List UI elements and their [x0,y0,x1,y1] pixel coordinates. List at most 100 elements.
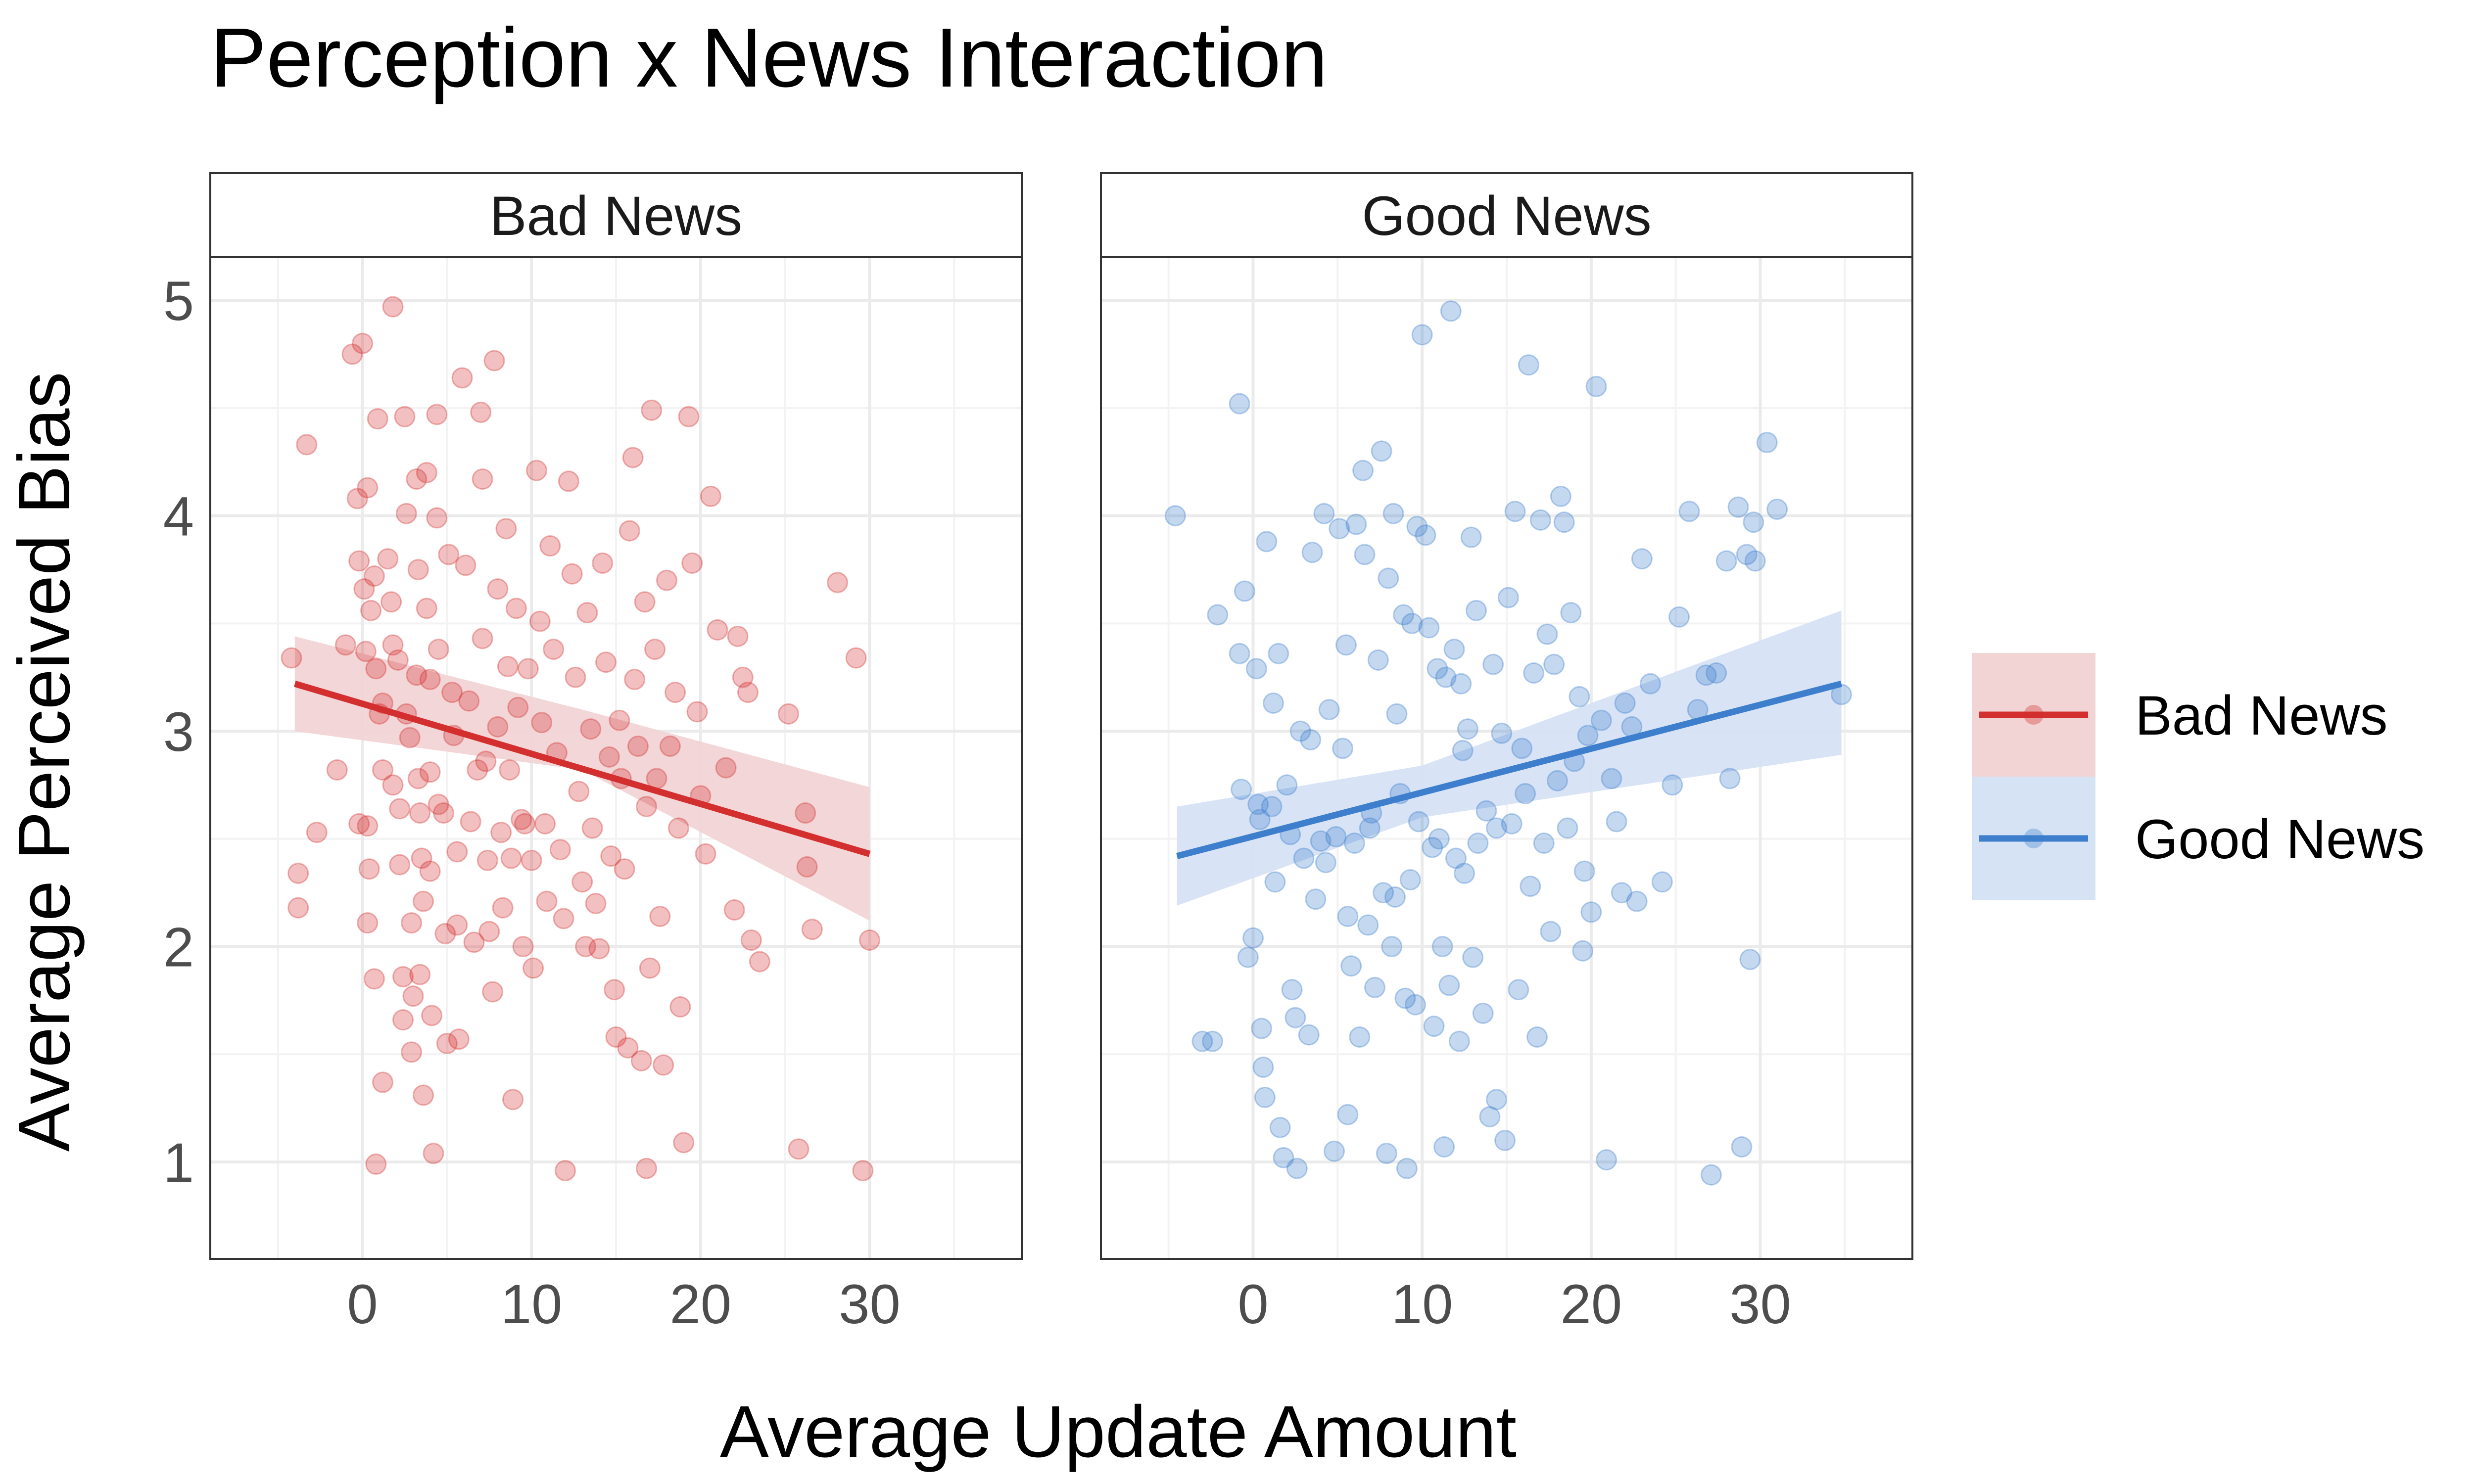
data-point [1269,1116,1291,1138]
data-point [399,727,421,748]
data-point [1529,509,1551,531]
data-point [656,569,677,591]
data-point [482,981,504,1003]
x-axis-ticks: 0 10 20 30 [347,1273,900,1335]
data-point [1310,830,1332,852]
data-point [604,979,625,1001]
data-point [306,822,328,843]
panel-grid [210,257,1022,1259]
data-point [649,906,671,928]
data-point [1261,795,1283,817]
data-point [411,847,432,869]
data-point [416,462,437,483]
data-point [357,477,379,499]
data-point [795,802,816,824]
data-point [352,332,373,354]
data-point [1454,862,1475,884]
data-point [732,666,754,688]
data-point [1345,513,1367,535]
data-point [543,639,565,660]
data-point [1744,550,1766,572]
data-point [1242,927,1264,949]
data-point [365,1153,387,1175]
data-point [326,759,348,781]
data-point [446,914,468,936]
data-point [1286,1158,1308,1179]
data-point [1560,602,1582,624]
data-point [497,655,519,677]
data-point [636,795,657,817]
data-point [1678,501,1700,522]
data-point [1371,440,1392,462]
data-point [1273,1147,1294,1168]
data-point [1668,606,1690,628]
chart-title: Perception x News Interaction [210,11,1328,105]
data-point [1340,955,1362,977]
data-point [539,535,561,557]
data-point [1601,768,1622,789]
legend-label: Bad News [2135,685,2387,746]
data-point [1256,531,1278,553]
data-point [499,759,521,781]
data-point [458,690,480,712]
data-point [441,682,463,703]
data-point [1298,1024,1320,1046]
data-point [460,811,481,833]
data-point [1234,580,1255,602]
data-point [287,862,309,884]
data-point [1249,809,1271,831]
data-point [1486,817,1507,839]
data-point [740,929,762,951]
data-point [1315,852,1336,874]
data-point [363,565,385,587]
data-point [1394,987,1416,1009]
data-point [1547,770,1568,791]
data-point [382,774,404,796]
data-point [1276,774,1298,796]
data-point [1440,300,1462,322]
y-tick-label: 1 [163,1132,194,1194]
data-point [467,759,488,781]
data-point [1411,324,1433,346]
data-point [669,996,691,1018]
data-point [681,552,703,574]
data-point [1237,946,1259,968]
data-point [392,1009,414,1031]
data-point [700,485,721,507]
data-point [1526,1026,1548,1048]
data-point [1743,511,1764,533]
data-point [1264,871,1286,893]
data-point [1305,888,1327,910]
data-point [576,602,598,624]
data-point [1508,979,1529,1001]
data-point [665,682,686,703]
data-point [413,890,434,912]
data-point [727,625,749,647]
data-point [1520,876,1541,897]
data-point [715,757,737,779]
data-point [1285,1007,1306,1028]
data-point [281,647,302,669]
data-point [448,1028,470,1050]
data-point [686,701,708,723]
data-point [357,912,379,934]
data-point [1482,653,1504,675]
data-point [1405,994,1426,1016]
data-point [1557,817,1578,839]
data-point [1191,1030,1213,1052]
y-tick-label: 4 [163,486,194,548]
data-point [1378,567,1399,589]
data-point [1344,833,1365,854]
facet-strip [209,172,1023,258]
data-point [1606,811,1627,833]
data-point [1585,375,1607,397]
data-point [389,798,411,820]
data-point [1435,666,1457,688]
data-point [419,761,441,783]
data-point [1247,793,1269,815]
data-point [1631,548,1653,570]
data-point [614,858,635,880]
data-point [1491,722,1513,744]
data-point [407,768,429,789]
data-point [1254,1086,1276,1108]
